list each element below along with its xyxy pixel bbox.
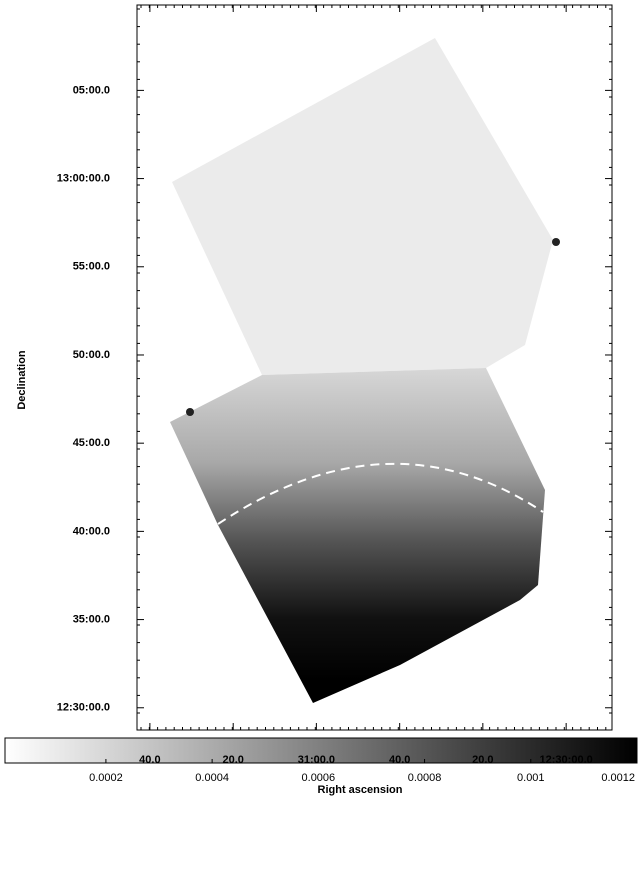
y-tick-label: 13:00:00.0 [57, 172, 110, 184]
x-tick-label: 12:30:00.0 [540, 754, 593, 766]
lower-field [170, 368, 545, 703]
y-tick-label: 55:00.0 [73, 261, 110, 273]
y-tick-label: 05:00.0 [73, 84, 110, 96]
figure: Right ascension Declination 40.0 20.0 31:0… [0, 0, 638, 873]
x-tick-label: 31:00.0 [298, 754, 335, 766]
y-axis-label: Declination [16, 350, 28, 410]
source [186, 408, 194, 416]
colorbar-tick-label: 0.0004 [195, 772, 229, 784]
colorbar-tick-label: 0.0012 [601, 772, 635, 784]
x-tick-label: 20.0 [222, 754, 243, 766]
colorbar-tick-label: 0.0006 [302, 772, 336, 784]
source [552, 238, 560, 246]
colorbar-tick-label: 0.0002 [89, 772, 123, 784]
x-tick-label: 20.0 [472, 754, 493, 766]
page: Right ascension Declination 40.0 20.0 31:0… [0, 0, 638, 873]
colorbar-tick-label: 0.001 [517, 772, 545, 784]
y-tick-label: 35:00.0 [73, 613, 110, 625]
y-tick-label: 12:30:00.0 [57, 702, 110, 714]
x-tick-label: 40.0 [139, 754, 160, 766]
y-tick-label: 40:00.0 [73, 525, 110, 537]
x-axis-label: Right ascension [318, 784, 403, 796]
upper-field [172, 38, 553, 375]
y-tick-label: 45:00.0 [73, 437, 110, 449]
y-tick-label: 50:00.0 [73, 349, 110, 361]
x-tick-label: 40.0 [389, 754, 410, 766]
colorbar-tick-label: 0.0008 [408, 772, 442, 784]
